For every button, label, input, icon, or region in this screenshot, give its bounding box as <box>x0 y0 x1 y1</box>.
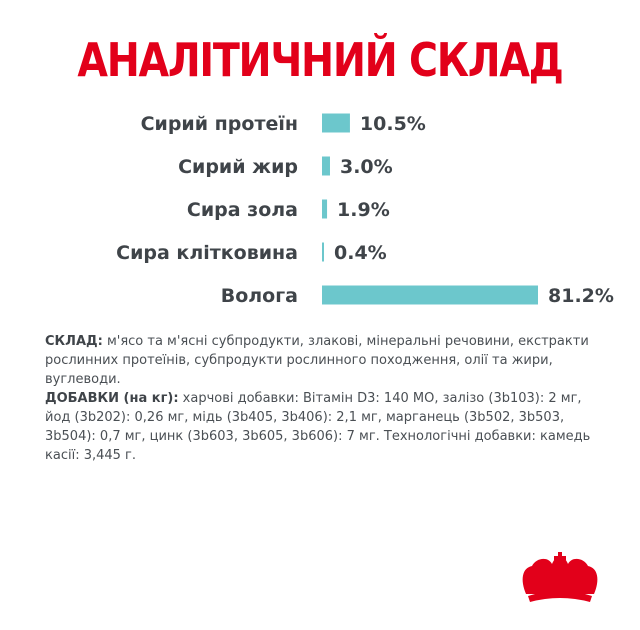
value-label: 10.5% <box>360 113 426 135</box>
composition-paragraph: СКЛАД: м'ясо та м'ясні субпродукти, злак… <box>45 332 605 389</box>
value-label: 0.4% <box>334 242 387 264</box>
bar <box>322 199 328 219</box>
crown-icon <box>522 552 598 602</box>
value-label: 3.0% <box>340 156 393 178</box>
bar <box>322 113 350 133</box>
composition-block: СКЛАД: м'ясо та м'ясні субпродукти, злак… <box>45 332 605 465</box>
bar <box>322 242 324 262</box>
additives-paragraph: ДОБАВКИ (на кг): харчові добавки: Вітамі… <box>45 389 605 465</box>
bar <box>322 285 538 305</box>
additives-label: ДОБАВКИ (на кг): <box>45 391 179 406</box>
page-title: АНАЛІТИЧНИЙ СКЛАД <box>77 33 564 87</box>
royal-crown-logo <box>522 552 598 602</box>
additives-text: харчові добавки: Вітамін D3: 140 МО, зал… <box>45 391 591 463</box>
composition-text: м'ясо та м'ясні субпродукти, злакові, мі… <box>45 334 589 387</box>
composition-label: СКЛАД: <box>45 334 103 349</box>
category-label: Сира клітковина <box>116 242 298 264</box>
bar <box>322 156 330 176</box>
value-label: 1.9% <box>337 199 390 221</box>
category-label: Сирий протеїн <box>141 113 298 135</box>
value-label: 81.2% <box>548 285 614 307</box>
nutrition-bar-chart: Сирий протеїн 10.5% Сирий жир 3.0% Сира зола… <box>116 113 614 307</box>
category-label: Сирий жир <box>178 156 298 178</box>
category-label: Сира зола <box>187 199 298 221</box>
category-label: Волога <box>221 285 298 307</box>
